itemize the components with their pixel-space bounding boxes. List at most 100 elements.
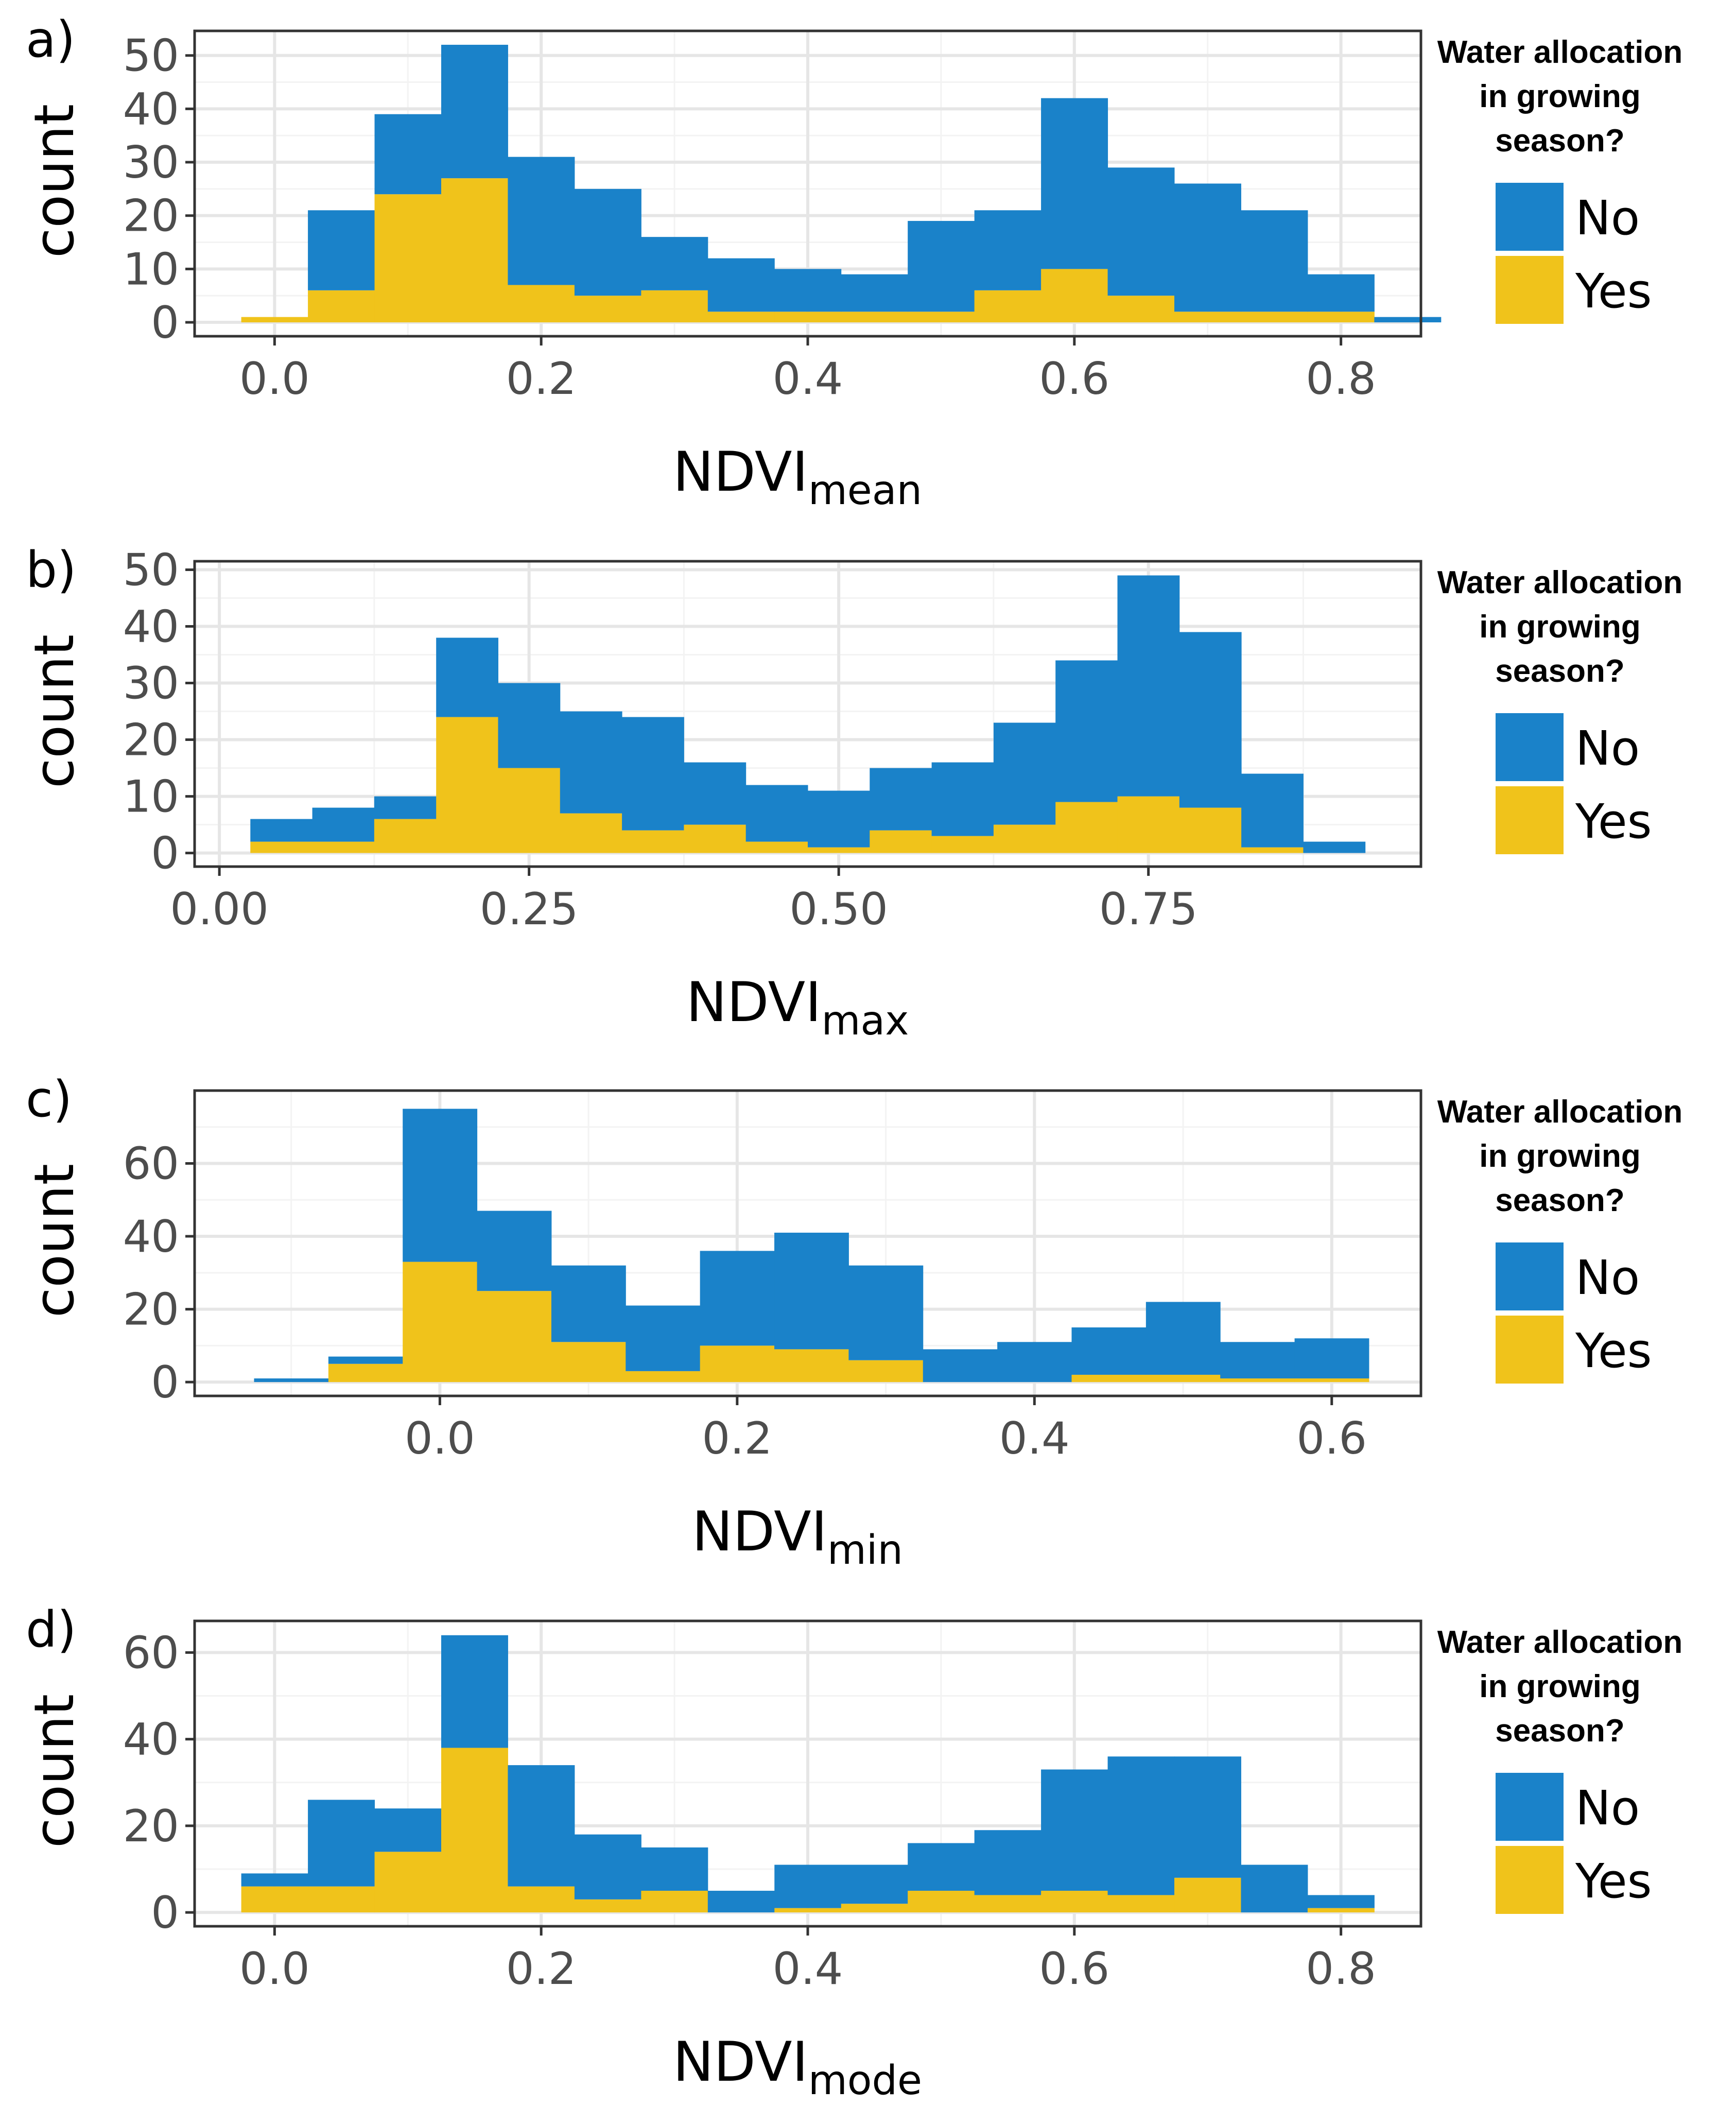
bar-no — [707, 258, 775, 312]
bar-yes — [374, 194, 442, 323]
legend-key-yes — [1496, 1846, 1564, 1914]
bar-no — [641, 1847, 708, 1891]
bar-yes — [1220, 1378, 1295, 1383]
bar-no — [848, 1265, 924, 1360]
x-axis-label: NDVImean — [673, 440, 922, 514]
bar-yes — [403, 1262, 478, 1383]
bar-yes — [931, 836, 994, 853]
x-axis-label-main: NDVI — [673, 2030, 808, 2094]
bar-no — [508, 1765, 575, 1887]
bar-no — [908, 1843, 975, 1891]
bar-no — [923, 1349, 998, 1383]
bar-yes — [374, 1852, 442, 1913]
bar-yes — [574, 296, 641, 323]
bar-no — [1117, 575, 1180, 797]
bar-no — [574, 188, 641, 296]
y-tick-label: 30 — [123, 137, 179, 188]
bar-no — [707, 1891, 775, 1913]
legend-title-line: season? — [1495, 1183, 1625, 1218]
bar-yes — [1241, 847, 1304, 853]
bar-yes — [1107, 1895, 1175, 1913]
bar-yes — [1055, 802, 1118, 853]
bar-no — [1055, 660, 1118, 802]
legend-label-yes: Yes — [1575, 264, 1652, 319]
legend-key-no — [1496, 713, 1564, 781]
bar-no — [1041, 1769, 1108, 1891]
bar-no — [774, 269, 842, 312]
bar-yes — [498, 768, 561, 853]
legend-label-no: No — [1575, 1250, 1640, 1305]
bar-yes — [574, 1899, 641, 1913]
bar-yes — [1174, 1877, 1241, 1913]
bar-no — [436, 637, 498, 717]
bar-yes — [841, 1904, 908, 1913]
y-tick-label: 20 — [123, 1284, 179, 1336]
bar-no — [1307, 1895, 1375, 1908]
bar-no — [745, 785, 808, 842]
x-tick-label: 0.4 — [773, 353, 843, 405]
bar-no — [1303, 841, 1366, 853]
bar-yes — [908, 1891, 975, 1913]
y-tick-label: 40 — [123, 1211, 179, 1263]
legend-title-line: in growing — [1479, 609, 1640, 645]
y-tick-label: 40 — [123, 601, 179, 653]
x-tick-label: 0.6 — [1296, 1413, 1367, 1464]
bar-yes — [1179, 807, 1242, 853]
bar-no — [560, 711, 622, 814]
bar-yes — [1294, 1378, 1369, 1383]
bar-yes — [441, 1748, 508, 1913]
legend-label-no: No — [1575, 721, 1640, 776]
legend: Water allocation in growing season? No Yes — [1437, 1625, 1682, 1914]
bar-yes — [1071, 1374, 1147, 1383]
y-tick-label: 60 — [123, 1627, 179, 1679]
bar-yes — [700, 1345, 775, 1383]
bar-no — [774, 1232, 849, 1350]
bar-yes — [508, 1886, 575, 1913]
bar-no — [403, 1109, 478, 1262]
x-tick-label: 0.50 — [789, 884, 888, 935]
bar-yes — [641, 290, 708, 323]
x-axis-label-main: NDVI — [692, 1500, 827, 1563]
bar-no — [974, 210, 1041, 290]
legend-title-line: season? — [1495, 1713, 1625, 1749]
y-axis-label: count — [23, 634, 86, 788]
bar-yes — [1174, 312, 1241, 323]
x-tick-label: 0.8 — [1306, 1943, 1376, 1995]
y-tick-label: 10 — [123, 771, 179, 823]
legend-key-no — [1496, 1773, 1564, 1841]
bar-no — [551, 1265, 626, 1342]
x-axis-label-sub: max — [821, 998, 909, 1044]
y-axis-label: count — [23, 1164, 86, 1318]
bar-no — [870, 768, 932, 831]
legend-key-yes — [1496, 256, 1564, 324]
bar-no — [1179, 632, 1242, 808]
bar-yes — [374, 819, 437, 853]
legend-title-line: Water allocation — [1437, 34, 1683, 70]
bar-no — [254, 1378, 329, 1383]
bar-yes — [622, 830, 684, 853]
legend-title-line: season? — [1495, 653, 1625, 689]
bar-no — [1145, 1302, 1221, 1375]
bar-yes — [308, 290, 375, 323]
bar-yes — [328, 1363, 403, 1383]
bar-no — [993, 722, 1056, 825]
x-tick-label: 0.6 — [1039, 1943, 1109, 1995]
y-axis-label: count — [23, 1694, 86, 1848]
bar-no — [841, 274, 908, 312]
legend-label-yes: Yes — [1575, 1854, 1652, 1909]
legend-label-no: No — [1575, 1781, 1640, 1836]
bar-yes — [551, 1342, 626, 1383]
bar-no — [1041, 98, 1108, 269]
x-axis-label-main: NDVI — [673, 440, 808, 504]
x-axis-label-sub: mode — [808, 2058, 922, 2104]
bar-no — [477, 1211, 552, 1291]
bar-no — [1307, 274, 1375, 312]
bar-no — [374, 1808, 442, 1852]
bar-no — [626, 1305, 701, 1371]
legend-title-line: in growing — [1479, 79, 1640, 114]
x-tick-label: 0.2 — [506, 353, 577, 405]
bar-yes — [241, 317, 308, 323]
legend-title-line: in growing — [1479, 1138, 1640, 1174]
y-tick-label: 20 — [123, 715, 179, 766]
